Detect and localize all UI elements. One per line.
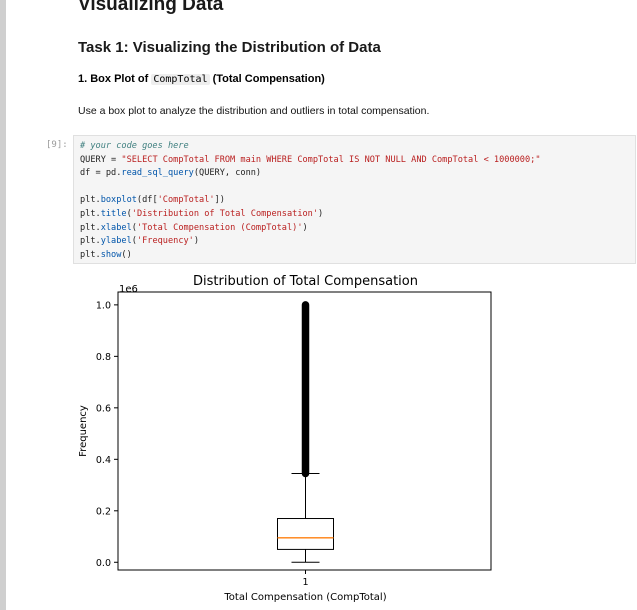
section-heading: Visualizing Data [78, 0, 224, 15]
code-query-prefix: QUERY = [80, 154, 122, 165]
y-tick-label: 0.4 [96, 455, 111, 466]
code-title-func: title [100, 208, 127, 219]
code-ylabel-prefix: plt. [80, 236, 101, 247]
code-show-prefix: plt. [80, 249, 101, 260]
code-box-func: boxplot [100, 195, 137, 206]
code-box-end: ]) [214, 195, 225, 206]
box-plot-subheading: 1. Box Plot of CompTotal (Total Compensa… [78, 73, 325, 85]
notebook-left-border [0, 0, 6, 610]
code-df-suffix: (QUERY, conn) [193, 168, 262, 179]
code-box-str: 'CompTotal' [157, 195, 215, 206]
code-show-func: show [100, 249, 122, 260]
code-xlabel-func: xlabel [100, 222, 132, 233]
code-query-string: "SELECT CompTotal FROM main WHERE CompTo… [121, 154, 541, 165]
code-editor[interactable]: # your code goes here QUERY = "SELECT Co… [80, 141, 541, 260]
code-comment: # your code goes here [80, 141, 189, 151]
y-tick-label: 0.8 [96, 352, 111, 363]
x-axis-label: Total Compensation (CompTotal) [223, 592, 386, 603]
x-tick-label: 1 [302, 577, 308, 588]
subheading-prefix: 1. Box Plot of [78, 73, 149, 85]
box-plot-chart: Distribution of Total Compensation 1e6 0.0… [78, 274, 492, 603]
code-box-prefix: plt. [80, 195, 101, 206]
subheading-code: CompTotal [151, 74, 210, 85]
code-df-prefix: df = pd. [80, 168, 122, 179]
y-tick-label: 0.6 [96, 403, 111, 414]
code-box-mid: (df[ [136, 195, 158, 206]
code-xlabel-prefix: plt. [80, 222, 101, 233]
plot-frame [117, 291, 492, 571]
code-show-suffix: () [121, 249, 132, 260]
y-tick-label: 0.0 [96, 558, 111, 569]
code-cell[interactable]: # your code goes here QUERY = "SELECT Co… [73, 135, 636, 264]
code-title-prefix: plt. [80, 208, 101, 219]
cell-prompt: [9]: [46, 140, 68, 150]
y-tick-label: 0.2 [96, 506, 111, 517]
code-ylabel-func: ylabel [100, 236, 132, 247]
y-tick-label: 1.0 [96, 300, 111, 311]
y-axis-label: Frequency [78, 405, 89, 457]
code-ylabel-str: 'Frequency' [136, 236, 194, 247]
y-scale-label: 1e6 [119, 284, 138, 295]
instruction-text: Use a box plot to analyze the distributi… [78, 105, 430, 117]
task-heading: Task 1: Visualizing the Distribution of … [78, 39, 381, 56]
iqr-box [277, 518, 334, 550]
code-df-func: read_sql_query [121, 168, 194, 179]
subheading-suffix: (Total Compensation) [212, 73, 325, 85]
code-title-str: 'Distribution of Total Compensation' [131, 208, 319, 219]
chart-title: Distribution of Total Compensation [193, 274, 418, 289]
code-xlabel-str: 'Total Compensation (CompTotal)' [136, 222, 303, 233]
